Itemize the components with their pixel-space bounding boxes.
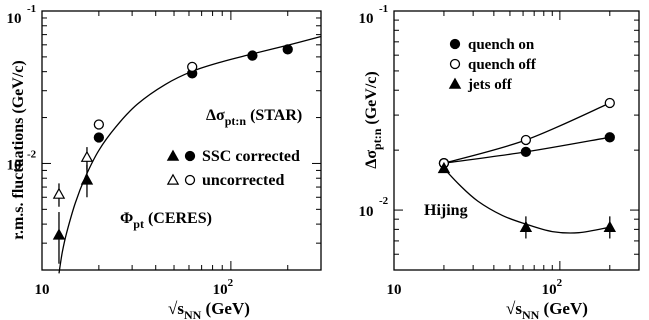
legend-marker-quench-on bbox=[449, 38, 461, 50]
right-markers bbox=[437, 97, 617, 239]
data-point-s3-p0 bbox=[93, 119, 105, 130]
curve-2 bbox=[443, 167, 610, 234]
data-point-s2-p2 bbox=[603, 220, 617, 232]
legend-marker-uncorr-circle bbox=[184, 174, 196, 186]
right-x-axis-label: √sNN (GeV) bbox=[506, 299, 588, 320]
y-tick-exponent: -2 bbox=[27, 148, 37, 160]
legend-symbol bbox=[449, 38, 461, 50]
legend-marker-jets-off bbox=[448, 77, 462, 89]
legend-symbol bbox=[184, 150, 196, 162]
hijing-annotation: Hijing bbox=[424, 202, 468, 219]
left-plot-frame bbox=[41, 10, 322, 271]
y-tick-label: 10 bbox=[7, 11, 22, 27]
data-point-s1-p1 bbox=[520, 134, 532, 146]
ceres-annotation: Φpt (CERES) bbox=[120, 210, 212, 231]
right-plot-frame bbox=[393, 10, 640, 271]
data-point-s2-p2 bbox=[247, 50, 258, 61]
left-tick-marks bbox=[41, 10, 322, 271]
y-tick-label: 10 bbox=[7, 157, 22, 173]
legend-marker-ssc-triangle bbox=[166, 149, 180, 161]
legend-symbol bbox=[448, 77, 462, 89]
legend-marker-quench-off bbox=[449, 58, 461, 70]
data-point-s1-p1 bbox=[80, 150, 94, 162]
star-annotation: Δσpt:n (STAR) bbox=[206, 107, 302, 128]
y-tick-exponent: -2 bbox=[379, 195, 389, 207]
left-chart: 10 102 10 -2 10 -1 √sNN (GeV) r.m.s. fluctuat… bbox=[7, 3, 322, 320]
right-curves bbox=[443, 102, 611, 234]
y-tick-exponent: -1 bbox=[379, 3, 388, 15]
x-tick-label: 10 bbox=[35, 282, 50, 298]
legend-symbol bbox=[449, 58, 461, 70]
data-point-s0-p2 bbox=[604, 132, 615, 143]
y-tick-label: 10 bbox=[359, 204, 374, 220]
data-point-s3-p1 bbox=[187, 61, 198, 73]
right-legend: quench on quench off jets off bbox=[448, 37, 537, 93]
data-point-s2-p1 bbox=[519, 220, 533, 232]
left-y-axis-label: r.m.s. fluctuations (GeV/c) bbox=[10, 60, 27, 239]
legend-label-quench-on: quench on bbox=[468, 37, 535, 53]
legend-marker-uncorr-triangle bbox=[166, 173, 180, 185]
legend-label-ssc-corrected: SSC corrected bbox=[202, 148, 300, 165]
legend-label-quench-off: quench off bbox=[468, 57, 537, 73]
data-point-s1-p2 bbox=[604, 97, 615, 109]
data-point-s0-p0 bbox=[52, 228, 66, 240]
right-tick-marks bbox=[393, 10, 640, 271]
x-tick-label: 102 bbox=[542, 277, 563, 298]
x-tick-label: 102 bbox=[213, 277, 234, 298]
y-tick-exponent: -1 bbox=[27, 3, 36, 15]
legend-marker-ssc-circle bbox=[184, 150, 196, 162]
left-markers bbox=[52, 44, 293, 264]
legend-symbol bbox=[166, 173, 180, 185]
legend-label-jets-off: jets off bbox=[467, 77, 513, 93]
left-x-axis-label: √sNN (GeV) bbox=[168, 299, 250, 320]
data-point-s0-p1 bbox=[520, 146, 532, 158]
data-point-s0-p1 bbox=[80, 173, 94, 185]
legend-symbol bbox=[184, 174, 196, 186]
data-point-s2-p0 bbox=[93, 132, 105, 143]
left-tick-labels: 10 102 10 -2 10 -1 bbox=[7, 3, 234, 298]
left-legend: SSC corrected uncorrected bbox=[166, 148, 300, 189]
x-tick-label: 10 bbox=[387, 282, 402, 298]
data-point-s2-p3 bbox=[282, 44, 293, 55]
data-point-s1-p0 bbox=[52, 187, 66, 199]
right-y-axis-label: Δσpt:n (GeV/c) bbox=[363, 71, 384, 168]
y-tick-label: 10 bbox=[359, 11, 374, 27]
legend-label-uncorrected: uncorrected bbox=[202, 172, 284, 189]
legend-symbol bbox=[166, 149, 180, 161]
data-point-s2-p0 bbox=[437, 161, 451, 174]
